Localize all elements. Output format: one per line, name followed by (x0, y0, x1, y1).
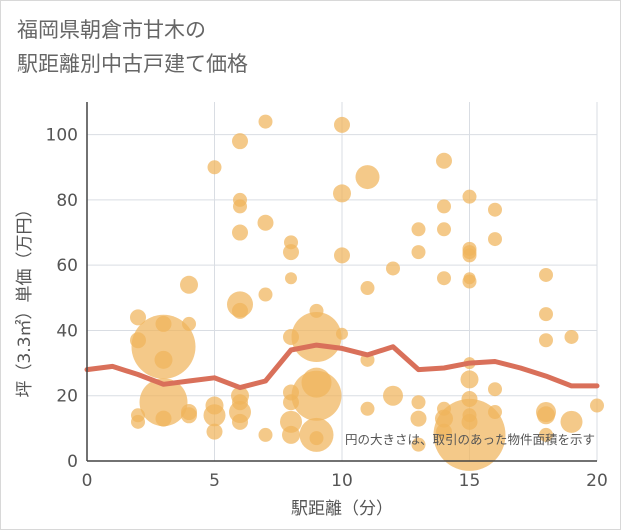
y-tick-label-80: 80 (56, 191, 78, 211)
y-tick-label-60: 60 (56, 256, 78, 276)
y-tick-label-100: 100 (46, 126, 78, 146)
bubble-point-26 (232, 413, 248, 430)
y-axis-label: 坪（3.3㎡）単価（万円） (15, 200, 35, 397)
bubble-point-57 (411, 395, 426, 410)
bubble-point-83 (539, 267, 553, 282)
bubble-point-10 (182, 316, 196, 331)
bubble-point-89 (564, 329, 579, 344)
bubble-point-53 (386, 261, 400, 276)
bubble-point-72 (462, 274, 477, 289)
bubble-point-58 (410, 410, 427, 427)
bubble-point-46 (333, 184, 351, 203)
bubble-point-54 (383, 385, 403, 406)
bubble-point-19 (233, 199, 247, 214)
bubble-size-annotation: 円の大きさは、取引のあった物件面積を示す (345, 432, 595, 447)
average-price-line (84, 342, 600, 391)
bubble-point-81 (488, 382, 502, 397)
axis-layer: 0 20 40 60 80 100 0 5 10 15 20 (46, 102, 608, 491)
bubble-point-12 (181, 407, 197, 424)
bubble-point-60 (436, 152, 452, 169)
bubble-point-85 (539, 333, 553, 348)
x-tick-label-20: 20 (586, 471, 608, 491)
bubble-point-50 (360, 281, 375, 296)
bubble-point-44 (309, 431, 324, 446)
bubble-point-74 (460, 370, 479, 389)
bubble-point-42 (291, 370, 342, 421)
bubble-point-52 (360, 401, 375, 416)
bubble-point-79 (488, 202, 502, 217)
bubble-point-80 (488, 232, 502, 247)
bubble-point-9 (180, 275, 198, 294)
bubble-point-17 (232, 133, 248, 150)
average-line-layer (84, 342, 600, 391)
y-tick-label-40: 40 (56, 321, 78, 341)
bubble-point-16 (206, 423, 223, 440)
bubble-point-78 (433, 398, 506, 471)
x-tick-label-10: 10 (331, 471, 353, 491)
bubble-point-87 (537, 406, 555, 425)
bubble-point-28 (257, 214, 274, 231)
bubble-point-0 (130, 309, 146, 326)
bubble-point-63 (437, 271, 451, 286)
bubble-point-91 (590, 398, 604, 413)
chart-title-line-1: 福岡県朝倉市甘木の (17, 18, 206, 42)
x-tick-label-5: 5 (209, 471, 220, 491)
bubble-point-30 (258, 427, 273, 442)
bubble-point-70 (462, 248, 477, 263)
bubble-point-49 (355, 165, 380, 190)
bubble-point-13 (207, 160, 222, 175)
bubble-point-90 (560, 410, 583, 433)
x-tick-label-0: 0 (82, 471, 93, 491)
bubble-point-15 (203, 404, 226, 427)
bubble-point-29 (258, 287, 273, 302)
y-tick-label-0: 0 (67, 452, 78, 472)
bubble-point-27 (258, 114, 273, 129)
bubble-point-5 (131, 314, 196, 379)
bubble-point-47 (334, 247, 350, 264)
bubble-point-82 (488, 405, 502, 420)
x-tick-label-15: 15 (459, 471, 481, 491)
chart-title-line-2: 駅距離別中古戸建て価格 (17, 52, 248, 76)
bubble-point-3 (131, 414, 145, 429)
bubble-point-62 (437, 222, 451, 237)
x-axis-label: 駅距離（分） (291, 499, 393, 519)
bubble-point-7 (139, 378, 188, 427)
bubble-point-32 (283, 244, 299, 261)
bubble-point-40 (291, 311, 342, 362)
bubble-point-48 (336, 327, 348, 340)
bubble-point-67 (462, 189, 477, 204)
y-tick-label-20: 20 (56, 387, 78, 407)
bubble-point-56 (411, 245, 426, 260)
bubble-point-84 (539, 307, 553, 322)
bubble-point-8 (155, 410, 172, 427)
bubble-point-20 (232, 224, 248, 241)
chart-title: 福岡県朝倉市甘木の 駅距離別中古戸建て価格 (17, 13, 248, 81)
bubble-point-59 (411, 437, 426, 452)
bubble-point-38 (282, 425, 300, 444)
bubble-point-61 (437, 199, 451, 214)
bubble-layer (130, 114, 604, 471)
bubble-point-55 (411, 222, 426, 237)
bubble-point-6 (154, 350, 173, 369)
bubble-point-37 (280, 410, 302, 433)
bubble-point-33 (285, 272, 297, 285)
bubble-point-22 (232, 302, 248, 319)
bubble-point-88 (539, 427, 553, 442)
bubble-point-45 (334, 116, 350, 133)
